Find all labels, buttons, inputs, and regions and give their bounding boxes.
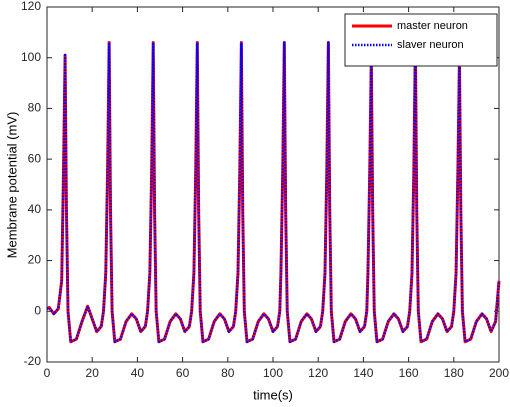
y-tick-label: 20 [28, 253, 42, 267]
y-tick-label: 80 [28, 101, 42, 115]
x-tick-label: 20 [86, 366, 100, 380]
x-tick-label: 100 [263, 366, 283, 380]
y-tick-label: 120 [21, 0, 41, 13]
y-tick-label: 0 [34, 303, 41, 317]
legend-label: master neuron [397, 20, 468, 32]
x-tick-label: 0 [44, 366, 51, 380]
x-tick-label: 160 [399, 366, 419, 380]
x-tick-label: 120 [308, 366, 328, 380]
series-line [46, 38, 501, 343]
x-tick-label: 80 [221, 366, 235, 380]
x-tick-label: 60 [176, 366, 190, 380]
y-tick-label: 40 [28, 202, 42, 216]
legend: master neuron slaver neuron [344, 13, 498, 67]
x-tick-label: 140 [353, 366, 373, 380]
x-tick-label: 200 [489, 366, 509, 380]
legend-label: slaver neuron [397, 39, 464, 51]
x-tick-label: 180 [444, 366, 464, 380]
y-tick-label: 60 [28, 151, 42, 165]
x-axis-label: time(s) [253, 387, 293, 402]
legend-box [344, 13, 498, 67]
y-tick-label: -20 [24, 354, 42, 368]
y-axis-label: Membrane potential (mV) [4, 112, 19, 259]
x-tick-label: 40 [131, 366, 145, 380]
y-tick-label: 100 [21, 50, 41, 64]
